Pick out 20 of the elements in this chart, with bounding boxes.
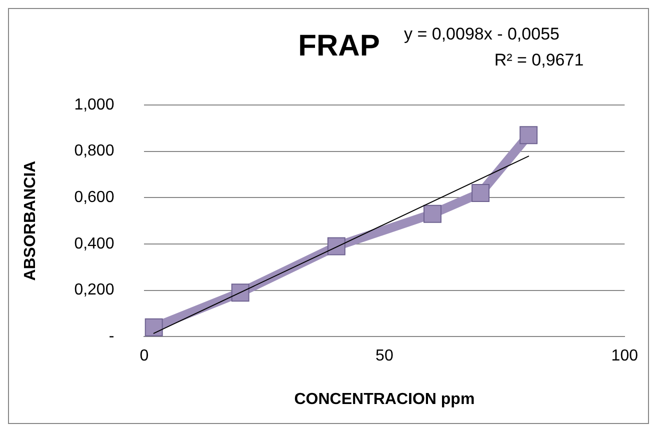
point xyxy=(520,126,538,144)
text: R² = 0,9671 xyxy=(494,50,584,70)
point xyxy=(231,284,250,302)
y-tick-label: 0,800 xyxy=(74,142,114,160)
y-tick-label: 0,400 xyxy=(74,235,114,252)
x-axis-title: CONCENTRACION ppm xyxy=(294,390,475,408)
y-tick-label: 0,600 xyxy=(74,189,114,206)
x-tick-label: 50 xyxy=(376,348,394,365)
y-axis-title: ABSORBANCIA xyxy=(22,160,40,281)
x-tick-label: 100 xyxy=(611,348,638,365)
text: y = 0,0098x - 0,0055 xyxy=(404,24,560,44)
y-tick-label: - xyxy=(108,328,114,346)
chart-title: FRAP xyxy=(298,29,380,62)
y-tick-label: 0,200 xyxy=(74,282,114,299)
point xyxy=(327,237,346,256)
point xyxy=(424,204,442,223)
point xyxy=(144,318,163,336)
x-tick-label: 0 xyxy=(140,348,149,365)
y-tick-label: 1,000 xyxy=(74,96,114,114)
point xyxy=(472,184,490,202)
